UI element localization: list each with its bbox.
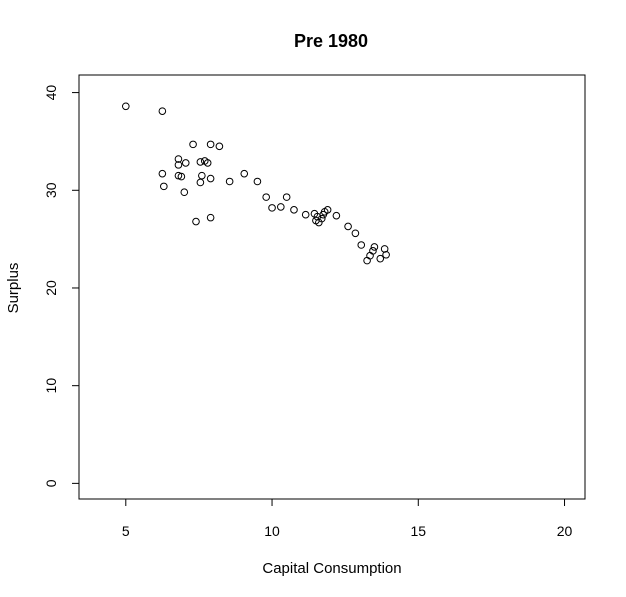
data-point bbox=[158, 107, 167, 115]
data-point bbox=[174, 161, 183, 169]
data-point bbox=[206, 174, 215, 183]
y-tick-label: 20 bbox=[43, 280, 59, 296]
data-point bbox=[370, 243, 379, 251]
data-point bbox=[376, 254, 385, 263]
data-points bbox=[121, 102, 390, 265]
x-axis-label: Capital Consumption bbox=[262, 560, 401, 577]
x-tick-label: 5 bbox=[122, 523, 130, 539]
x-tick-label: 20 bbox=[557, 523, 573, 539]
data-point bbox=[332, 211, 341, 220]
y-axis: 0 10 20 30 40 bbox=[43, 85, 80, 487]
data-point bbox=[121, 102, 130, 111]
data-point bbox=[180, 188, 189, 197]
data-point bbox=[198, 171, 206, 180]
data-point bbox=[317, 214, 326, 223]
data-point bbox=[382, 250, 390, 259]
data-point bbox=[181, 159, 190, 167]
data-point bbox=[206, 140, 215, 149]
data-point bbox=[192, 217, 200, 226]
x-axis: 5 10 15 20 bbox=[122, 498, 573, 539]
data-point bbox=[363, 256, 371, 265]
data-point bbox=[196, 178, 205, 187]
data-point bbox=[357, 241, 366, 249]
data-point bbox=[301, 210, 310, 219]
data-point bbox=[158, 169, 167, 178]
data-point bbox=[174, 155, 183, 163]
data-point bbox=[268, 204, 276, 212]
data-point bbox=[160, 182, 168, 191]
data-point bbox=[277, 203, 285, 211]
y-tick-label: 0 bbox=[43, 479, 59, 487]
data-point bbox=[344, 222, 352, 231]
chart-title: Pre 1980 bbox=[294, 31, 368, 51]
data-point bbox=[351, 229, 360, 238]
y-tick-label: 10 bbox=[43, 378, 59, 394]
data-point bbox=[189, 140, 197, 149]
y-tick-label: 30 bbox=[43, 182, 59, 198]
data-point bbox=[203, 159, 212, 167]
data-point bbox=[253, 177, 262, 186]
data-point bbox=[369, 247, 377, 255]
data-point bbox=[225, 177, 234, 186]
x-tick-label: 15 bbox=[410, 523, 426, 539]
data-point bbox=[323, 206, 332, 214]
y-tick-label: 40 bbox=[43, 85, 59, 101]
data-point bbox=[290, 206, 298, 214]
data-point bbox=[196, 158, 205, 166]
data-point bbox=[177, 172, 186, 181]
data-point bbox=[206, 213, 215, 222]
data-point bbox=[282, 193, 291, 201]
data-point bbox=[366, 251, 374, 260]
x-tick-label: 10 bbox=[264, 523, 280, 539]
plot-frame bbox=[78, 74, 586, 500]
data-point bbox=[240, 169, 249, 178]
data-point bbox=[262, 193, 270, 201]
y-axis-label: Surplus bbox=[5, 263, 22, 314]
data-point bbox=[215, 142, 224, 151]
